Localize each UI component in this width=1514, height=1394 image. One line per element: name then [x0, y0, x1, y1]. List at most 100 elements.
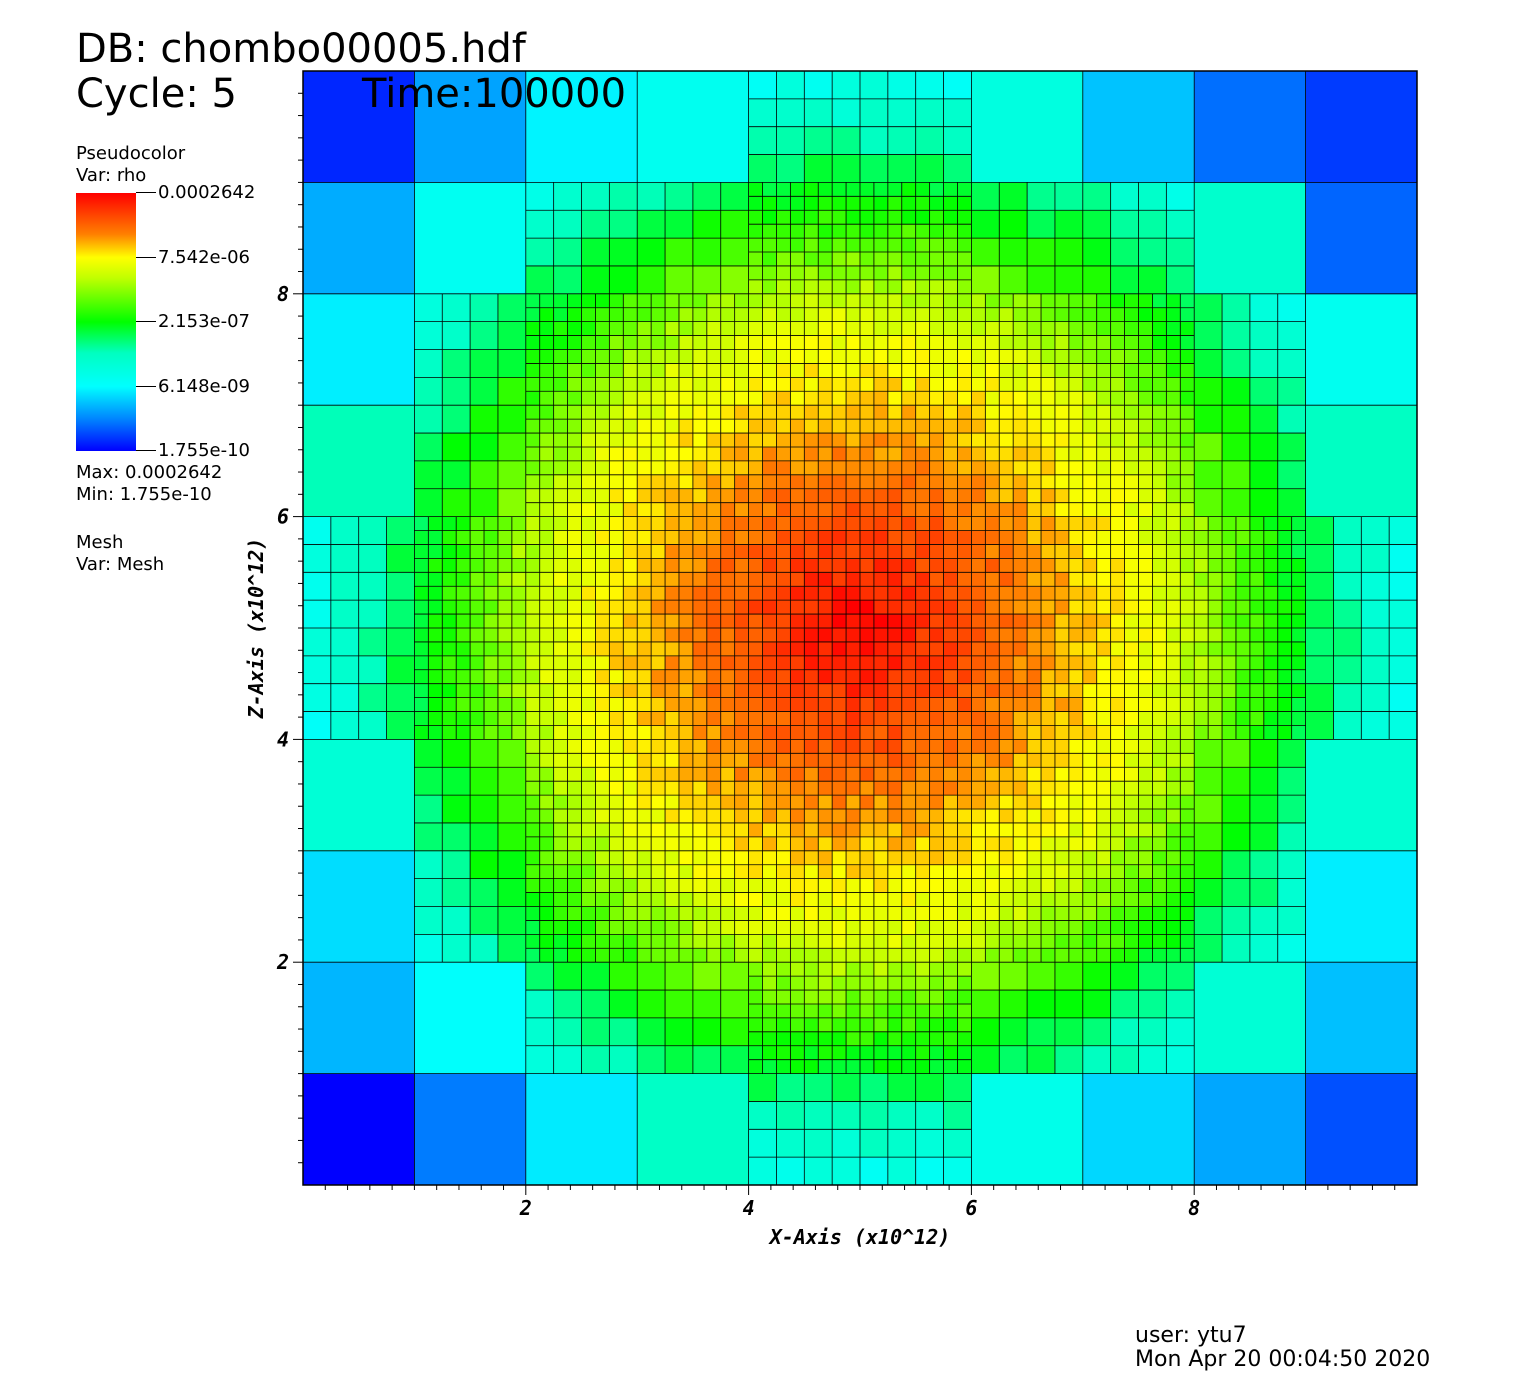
- heatmap-cell: [832, 488, 847, 504]
- heatmap-cell: [692, 321, 708, 336]
- heatmap-cell: [414, 405, 443, 434]
- heatmap-cell: [1152, 558, 1167, 573]
- heatmap-cell: [1152, 391, 1167, 406]
- heatmap-cell: [595, 419, 610, 434]
- heatmap-cell: [609, 655, 624, 671]
- heatmap-cell: [1249, 767, 1279, 796]
- heatmap-cell: [943, 753, 958, 768]
- heatmap-cell: [1124, 628, 1139, 643]
- heatmap-cell: [929, 544, 944, 559]
- heatmap-cell: [1166, 349, 1181, 364]
- heatmap-cell: [651, 363, 666, 378]
- heatmap-cell: [720, 809, 736, 824]
- heatmap-cell: [846, 377, 861, 392]
- heatmap-cell: [470, 878, 499, 907]
- heatmap-cell: [525, 349, 541, 364]
- heatmap-cell: [957, 948, 972, 963]
- heatmap-cell: [832, 934, 847, 949]
- heatmap-cell: [1027, 614, 1042, 629]
- heatmap-cell: [1124, 600, 1139, 615]
- heatmap-cell: [720, 836, 736, 852]
- heatmap-cell: [1082, 307, 1098, 323]
- heatmap-cell: [456, 641, 471, 657]
- heatmap-cell: [330, 516, 360, 545]
- heatmap-cell: [678, 544, 694, 559]
- heatmap-cell: [525, 697, 541, 712]
- heatmap-cell: [623, 753, 638, 768]
- heatmap-cell: [665, 934, 680, 949]
- heatmap-cell: [943, 795, 958, 810]
- heatmap-cell: [1166, 809, 1181, 824]
- heatmap-cell: [762, 628, 777, 643]
- heatmap-cell: [915, 850, 931, 866]
- heatmap-cell: [1138, 781, 1153, 796]
- heatmap-cell: [1194, 405, 1223, 434]
- heatmap-cell: [887, 628, 903, 643]
- heatmap-cell: [915, 1003, 931, 1019]
- heatmap-cell: [776, 628, 791, 643]
- heatmap-cell: [358, 683, 387, 712]
- heatmap-cell: [539, 864, 555, 880]
- heatmap-cell: [1068, 405, 1084, 420]
- heatmap-cell: [553, 544, 568, 559]
- heatmap-cell: [511, 614, 527, 629]
- heatmap-cell: [1166, 419, 1181, 434]
- heatmap-cell: [804, 683, 819, 699]
- heatmap-cell: [832, 586, 847, 601]
- heatmap-cell: [623, 669, 638, 685]
- heatmap-cell: [553, 836, 568, 852]
- heatmap-cell: [1166, 321, 1181, 336]
- heatmap-cell: [943, 433, 958, 448]
- heatmap-cell: [818, 725, 833, 740]
- heatmap-cell: [985, 850, 1000, 866]
- heatmap-cell: [442, 572, 457, 587]
- heatmap-cell: [860, 795, 875, 810]
- heatmap-cell: [1110, 405, 1125, 420]
- heatmap-cell: [442, 767, 471, 796]
- heatmap-cell: [609, 767, 624, 782]
- heatmap-cell: [442, 697, 457, 712]
- heatmap-cell: [692, 878, 708, 893]
- heatmap-cell: [1180, 864, 1195, 880]
- heatmap-cell: [1082, 182, 1112, 211]
- heatmap-cell: [1208, 530, 1223, 545]
- heatmap-cell: [887, 641, 903, 657]
- heatmap-cell: [957, 725, 972, 740]
- heatmap-cell: [706, 655, 722, 671]
- heatmap-cell: [790, 697, 805, 712]
- heatmap-cell: [860, 600, 875, 615]
- heatmap-cell: [832, 71, 861, 100]
- heatmap-cell: [901, 809, 917, 824]
- heatmap-cell: [609, 781, 624, 796]
- heatmap-cell: [846, 1031, 861, 1047]
- heatmap-cell: [929, 683, 944, 699]
- heatmap-cell: [1249, 530, 1265, 545]
- heatmap-cell: [818, 405, 833, 420]
- heatmap-cell: [971, 558, 986, 573]
- heatmap-cell: [637, 962, 666, 991]
- heatmap-cell: [1138, 878, 1153, 893]
- heatmap-cell: [303, 711, 332, 740]
- heatmap-cell: [665, 182, 694, 211]
- heatmap-cell: [442, 349, 471, 378]
- heatmap-cell: [818, 474, 833, 490]
- colorbar-tick: [136, 321, 156, 322]
- heatmap-cell: [706, 321, 722, 336]
- heatmap-cell: [595, 502, 610, 517]
- heatmap-cell: [971, 488, 986, 504]
- heatmap-cell: [999, 739, 1014, 754]
- heatmap-cell: [776, 126, 805, 155]
- heatmap-cell: [985, 349, 1000, 364]
- heatmap-cell: [1166, 502, 1181, 517]
- heatmap-cell: [1152, 906, 1167, 921]
- heatmap-cell: [525, 182, 555, 211]
- heatmap-cell: [414, 516, 429, 531]
- heatmap-cell: [915, 1157, 944, 1186]
- heatmap-cell: [1082, 669, 1098, 685]
- heatmap-cell: [943, 711, 958, 726]
- heatmap-cell: [887, 990, 903, 1005]
- heatmap-cell: [651, 558, 666, 573]
- heatmap-cell: [497, 641, 513, 657]
- heatmap-cell: [999, 391, 1014, 406]
- heatmap-cell: [595, 892, 610, 907]
